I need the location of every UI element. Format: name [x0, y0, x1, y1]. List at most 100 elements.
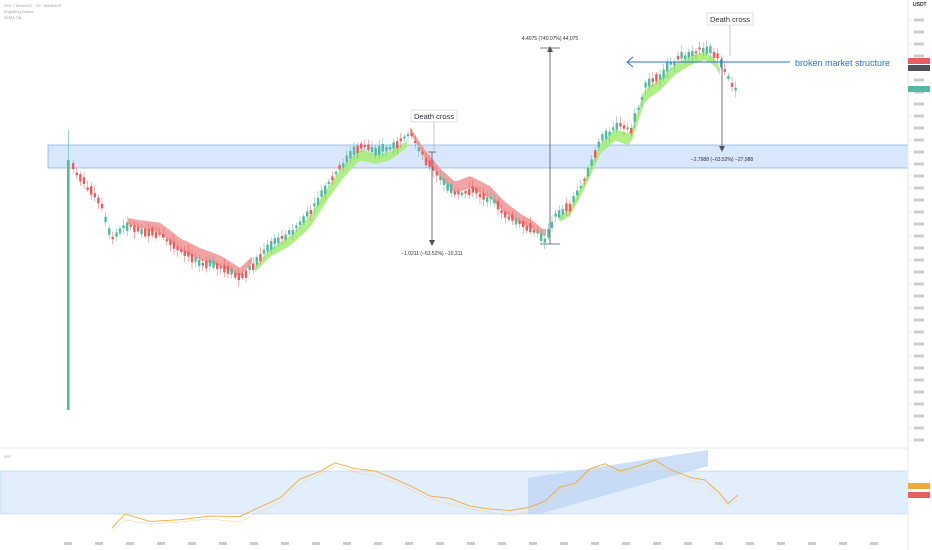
time-tick-label [219, 542, 227, 545]
measure-1-arrow [429, 240, 435, 246]
candle [226, 266, 230, 275]
candle [540, 233, 543, 241]
rsi-tag-2 [908, 492, 930, 498]
candle [464, 190, 467, 194]
candle [324, 185, 327, 195]
candle [493, 199, 496, 204]
axis-tick-label [914, 366, 924, 370]
candle [334, 171, 338, 175]
time-tick-label [529, 542, 537, 545]
candle [720, 59, 723, 68]
time-tick-label [126, 542, 134, 545]
candle [234, 272, 237, 278]
axis-tick-label [914, 30, 924, 34]
candle [525, 225, 528, 231]
candle [154, 232, 158, 238]
candle [316, 197, 320, 206]
candle [212, 261, 215, 268]
candle [410, 133, 413, 137]
candle [244, 270, 248, 278]
candle [460, 192, 464, 196]
candle [72, 163, 75, 170]
axis-tick-label [914, 282, 924, 286]
time-tick-label [95, 542, 103, 545]
candle [126, 222, 129, 232]
candle [543, 238, 546, 243]
candle [684, 55, 687, 59]
candle [424, 157, 428, 166]
time-tick-label [653, 542, 661, 545]
candle [421, 151, 424, 155]
candle [180, 249, 183, 252]
candle [201, 263, 204, 266]
axis-tick-label [914, 234, 924, 238]
axis-tick-label [914, 246, 924, 250]
candle [626, 127, 629, 130]
time-tick-label [188, 542, 196, 545]
time-tick-label [777, 542, 785, 545]
axis-tick-label [914, 390, 924, 394]
candle [216, 263, 219, 269]
candle [266, 244, 269, 252]
candles [67, 39, 737, 410]
time-tick-label [281, 542, 289, 545]
candle [457, 191, 460, 195]
candle [597, 141, 600, 148]
candle [331, 176, 334, 181]
axis-tick-label [914, 330, 924, 334]
candle [356, 145, 359, 154]
candle [162, 234, 165, 238]
candle [176, 246, 179, 251]
axis-tick-label [914, 318, 924, 322]
candle [644, 82, 647, 88]
candle [122, 225, 125, 229]
candle [360, 143, 363, 149]
candle [388, 146, 392, 150]
candle [111, 236, 114, 240]
time-tick-label [808, 542, 816, 545]
candle [352, 146, 356, 155]
candle [198, 260, 201, 266]
candle [140, 228, 143, 235]
time-tick-label [467, 542, 475, 545]
time-tick-label [436, 542, 444, 545]
candle [86, 187, 89, 190]
candle [698, 47, 701, 50]
indicator-1: Engulfing Detect [4, 9, 34, 14]
candle [187, 251, 190, 257]
candle [453, 191, 456, 195]
candle [378, 146, 381, 155]
candle [576, 190, 579, 196]
candle [104, 216, 107, 222]
candle [277, 237, 280, 244]
candle [367, 144, 370, 150]
rsi-label: RSI [4, 454, 11, 459]
candle [403, 136, 406, 139]
axis-tick-label [914, 270, 924, 274]
indicator-2: 2EMA 7/8 [4, 15, 22, 20]
ema-ribbon-segment [560, 52, 720, 222]
candle [414, 140, 417, 144]
candle [93, 193, 96, 198]
candle [270, 241, 273, 250]
axis-tick-label [914, 162, 924, 166]
candle [486, 197, 489, 202]
axis-tick-label [914, 426, 924, 430]
time-tick-label [715, 542, 723, 545]
candle [518, 220, 521, 224]
time-tick-label [560, 542, 568, 545]
candle [306, 211, 309, 217]
candle [327, 181, 330, 184]
candle [640, 97, 644, 100]
axis-tick-label [914, 42, 924, 46]
candle [579, 186, 582, 189]
ema-ribbon-segment [410, 127, 546, 236]
axis-tick-label [914, 126, 924, 130]
candle [255, 257, 258, 265]
axis-tick-label [914, 378, 924, 382]
candle [172, 241, 176, 249]
price-axis [908, 18, 924, 442]
candle [723, 69, 726, 72]
candle [248, 265, 251, 271]
